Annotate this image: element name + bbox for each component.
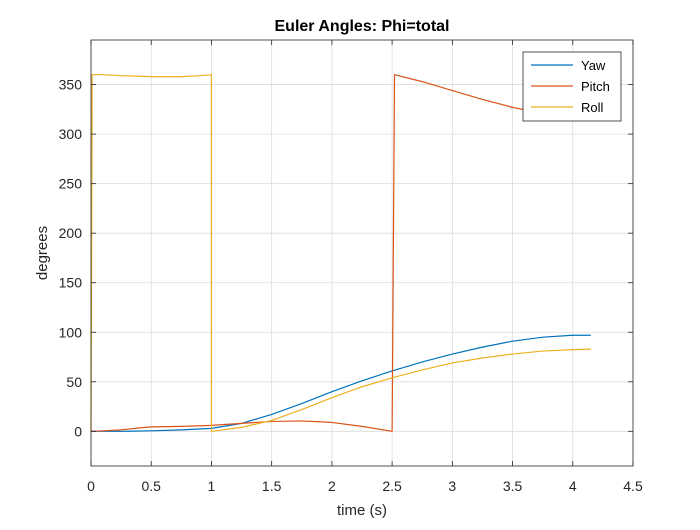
x-tick-label: 1.5 xyxy=(262,478,282,494)
x-tick-label: 4.5 xyxy=(623,478,643,494)
legend-label-roll: Roll xyxy=(581,100,604,115)
y-tick-label: 350 xyxy=(59,77,83,93)
x-axis-label: time (s) xyxy=(337,502,387,519)
x-tick-label: 1 xyxy=(208,478,216,494)
x-tick-label: 3 xyxy=(448,478,456,494)
legend-label-pitch: Pitch xyxy=(581,79,610,94)
x-tick-label: 2 xyxy=(328,478,336,494)
plot-border xyxy=(90,39,634,467)
x-tick-label: 2.5 xyxy=(382,478,402,494)
y-tick-label: 250 xyxy=(59,176,83,192)
y-tick-label: 300 xyxy=(59,126,83,142)
legend: Yaw Pitch Roll xyxy=(522,51,622,122)
y-tick-label: 150 xyxy=(59,275,83,291)
series-line-yaw xyxy=(91,334,591,432)
x-tick-label: 4 xyxy=(569,478,577,494)
y-tick-label: 100 xyxy=(59,324,83,340)
series-line-roll xyxy=(90,74,591,432)
tick-labels: 0 0.5 1 1.5 2 2.5 3 3.5 4 4.5 0 50 100 150 200 250 300 35… xyxy=(59,77,643,494)
y-tick-label: 50 xyxy=(66,374,82,390)
y-tick-label: 200 xyxy=(59,225,83,241)
x-tick-label: 3.5 xyxy=(503,478,523,494)
x-tick-label: 0.5 xyxy=(141,478,161,494)
y-axis-label: degrees xyxy=(34,226,51,280)
legend-label-yaw: Yaw xyxy=(581,58,606,73)
x-tick-label: 0 xyxy=(87,478,95,494)
series-layer xyxy=(90,74,591,432)
y-tick-label: 0 xyxy=(74,423,82,439)
ticks xyxy=(90,40,634,466)
chart-title: Euler Angles: Phi=total xyxy=(275,18,450,35)
series-line-pitch xyxy=(90,74,591,432)
